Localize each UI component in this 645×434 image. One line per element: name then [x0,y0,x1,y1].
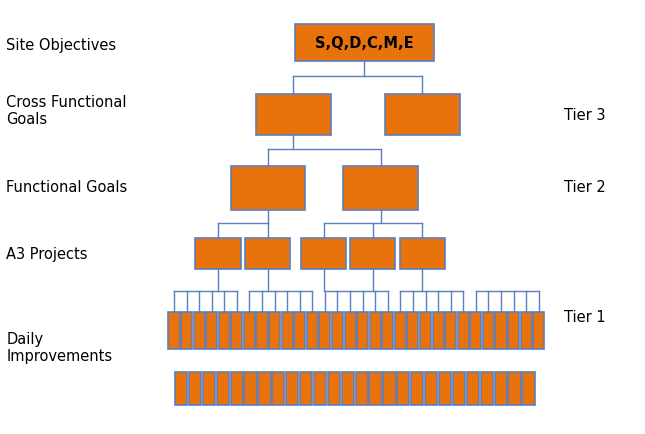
FancyBboxPatch shape [483,312,494,349]
FancyBboxPatch shape [355,372,368,404]
FancyBboxPatch shape [382,312,393,349]
FancyBboxPatch shape [259,372,270,404]
FancyBboxPatch shape [425,372,437,404]
FancyBboxPatch shape [244,372,257,404]
FancyBboxPatch shape [282,312,293,349]
FancyBboxPatch shape [357,312,368,349]
FancyBboxPatch shape [194,312,204,349]
FancyBboxPatch shape [203,372,215,404]
FancyBboxPatch shape [168,312,179,349]
Text: Daily
Improvements: Daily Improvements [6,331,113,363]
FancyBboxPatch shape [370,312,381,349]
Text: Tier 1: Tier 1 [564,309,606,324]
FancyBboxPatch shape [386,95,459,135]
FancyBboxPatch shape [217,372,229,404]
FancyBboxPatch shape [307,312,318,349]
FancyBboxPatch shape [245,238,290,270]
FancyBboxPatch shape [272,372,284,404]
FancyBboxPatch shape [370,372,382,404]
Text: Tier 2: Tier 2 [564,180,606,195]
FancyBboxPatch shape [257,312,268,349]
FancyBboxPatch shape [295,25,433,62]
FancyBboxPatch shape [411,372,423,404]
FancyBboxPatch shape [350,238,395,270]
FancyBboxPatch shape [395,312,406,349]
FancyBboxPatch shape [521,312,531,349]
FancyBboxPatch shape [206,312,217,349]
FancyBboxPatch shape [458,312,469,349]
FancyBboxPatch shape [230,372,243,404]
FancyBboxPatch shape [314,372,326,404]
FancyBboxPatch shape [383,372,395,404]
FancyBboxPatch shape [508,312,519,349]
FancyBboxPatch shape [319,312,330,349]
FancyBboxPatch shape [342,372,354,404]
FancyBboxPatch shape [495,372,507,404]
FancyBboxPatch shape [244,312,255,349]
Text: Cross Functional
Goals: Cross Functional Goals [6,95,127,127]
FancyBboxPatch shape [481,372,493,404]
FancyBboxPatch shape [467,372,479,404]
FancyBboxPatch shape [286,372,299,404]
FancyBboxPatch shape [219,312,230,349]
FancyBboxPatch shape [332,312,343,349]
FancyBboxPatch shape [420,312,431,349]
Text: S,Q,D,C,M,E: S,Q,D,C,M,E [315,36,413,51]
FancyBboxPatch shape [508,372,521,404]
FancyBboxPatch shape [300,372,312,404]
Text: Site Objectives: Site Objectives [6,38,117,53]
FancyBboxPatch shape [231,167,304,210]
FancyBboxPatch shape [439,372,451,404]
FancyBboxPatch shape [408,312,419,349]
FancyBboxPatch shape [343,167,418,210]
FancyBboxPatch shape [397,372,410,404]
FancyBboxPatch shape [445,312,456,349]
FancyBboxPatch shape [328,372,340,404]
Text: A3 Projects: A3 Projects [6,247,88,261]
FancyBboxPatch shape [301,238,346,270]
FancyBboxPatch shape [232,312,243,349]
FancyBboxPatch shape [189,372,201,404]
FancyBboxPatch shape [181,312,192,349]
Text: Tier 3: Tier 3 [564,108,606,122]
FancyBboxPatch shape [344,312,355,349]
FancyBboxPatch shape [269,312,280,349]
FancyBboxPatch shape [256,95,331,135]
FancyBboxPatch shape [522,372,535,404]
FancyBboxPatch shape [453,372,465,404]
Text: Functional Goals: Functional Goals [6,180,128,195]
FancyBboxPatch shape [495,312,506,349]
FancyBboxPatch shape [533,312,544,349]
FancyBboxPatch shape [175,372,187,404]
FancyBboxPatch shape [294,312,305,349]
FancyBboxPatch shape [470,312,481,349]
FancyBboxPatch shape [433,312,444,349]
FancyBboxPatch shape [400,238,445,270]
FancyBboxPatch shape [195,238,241,270]
